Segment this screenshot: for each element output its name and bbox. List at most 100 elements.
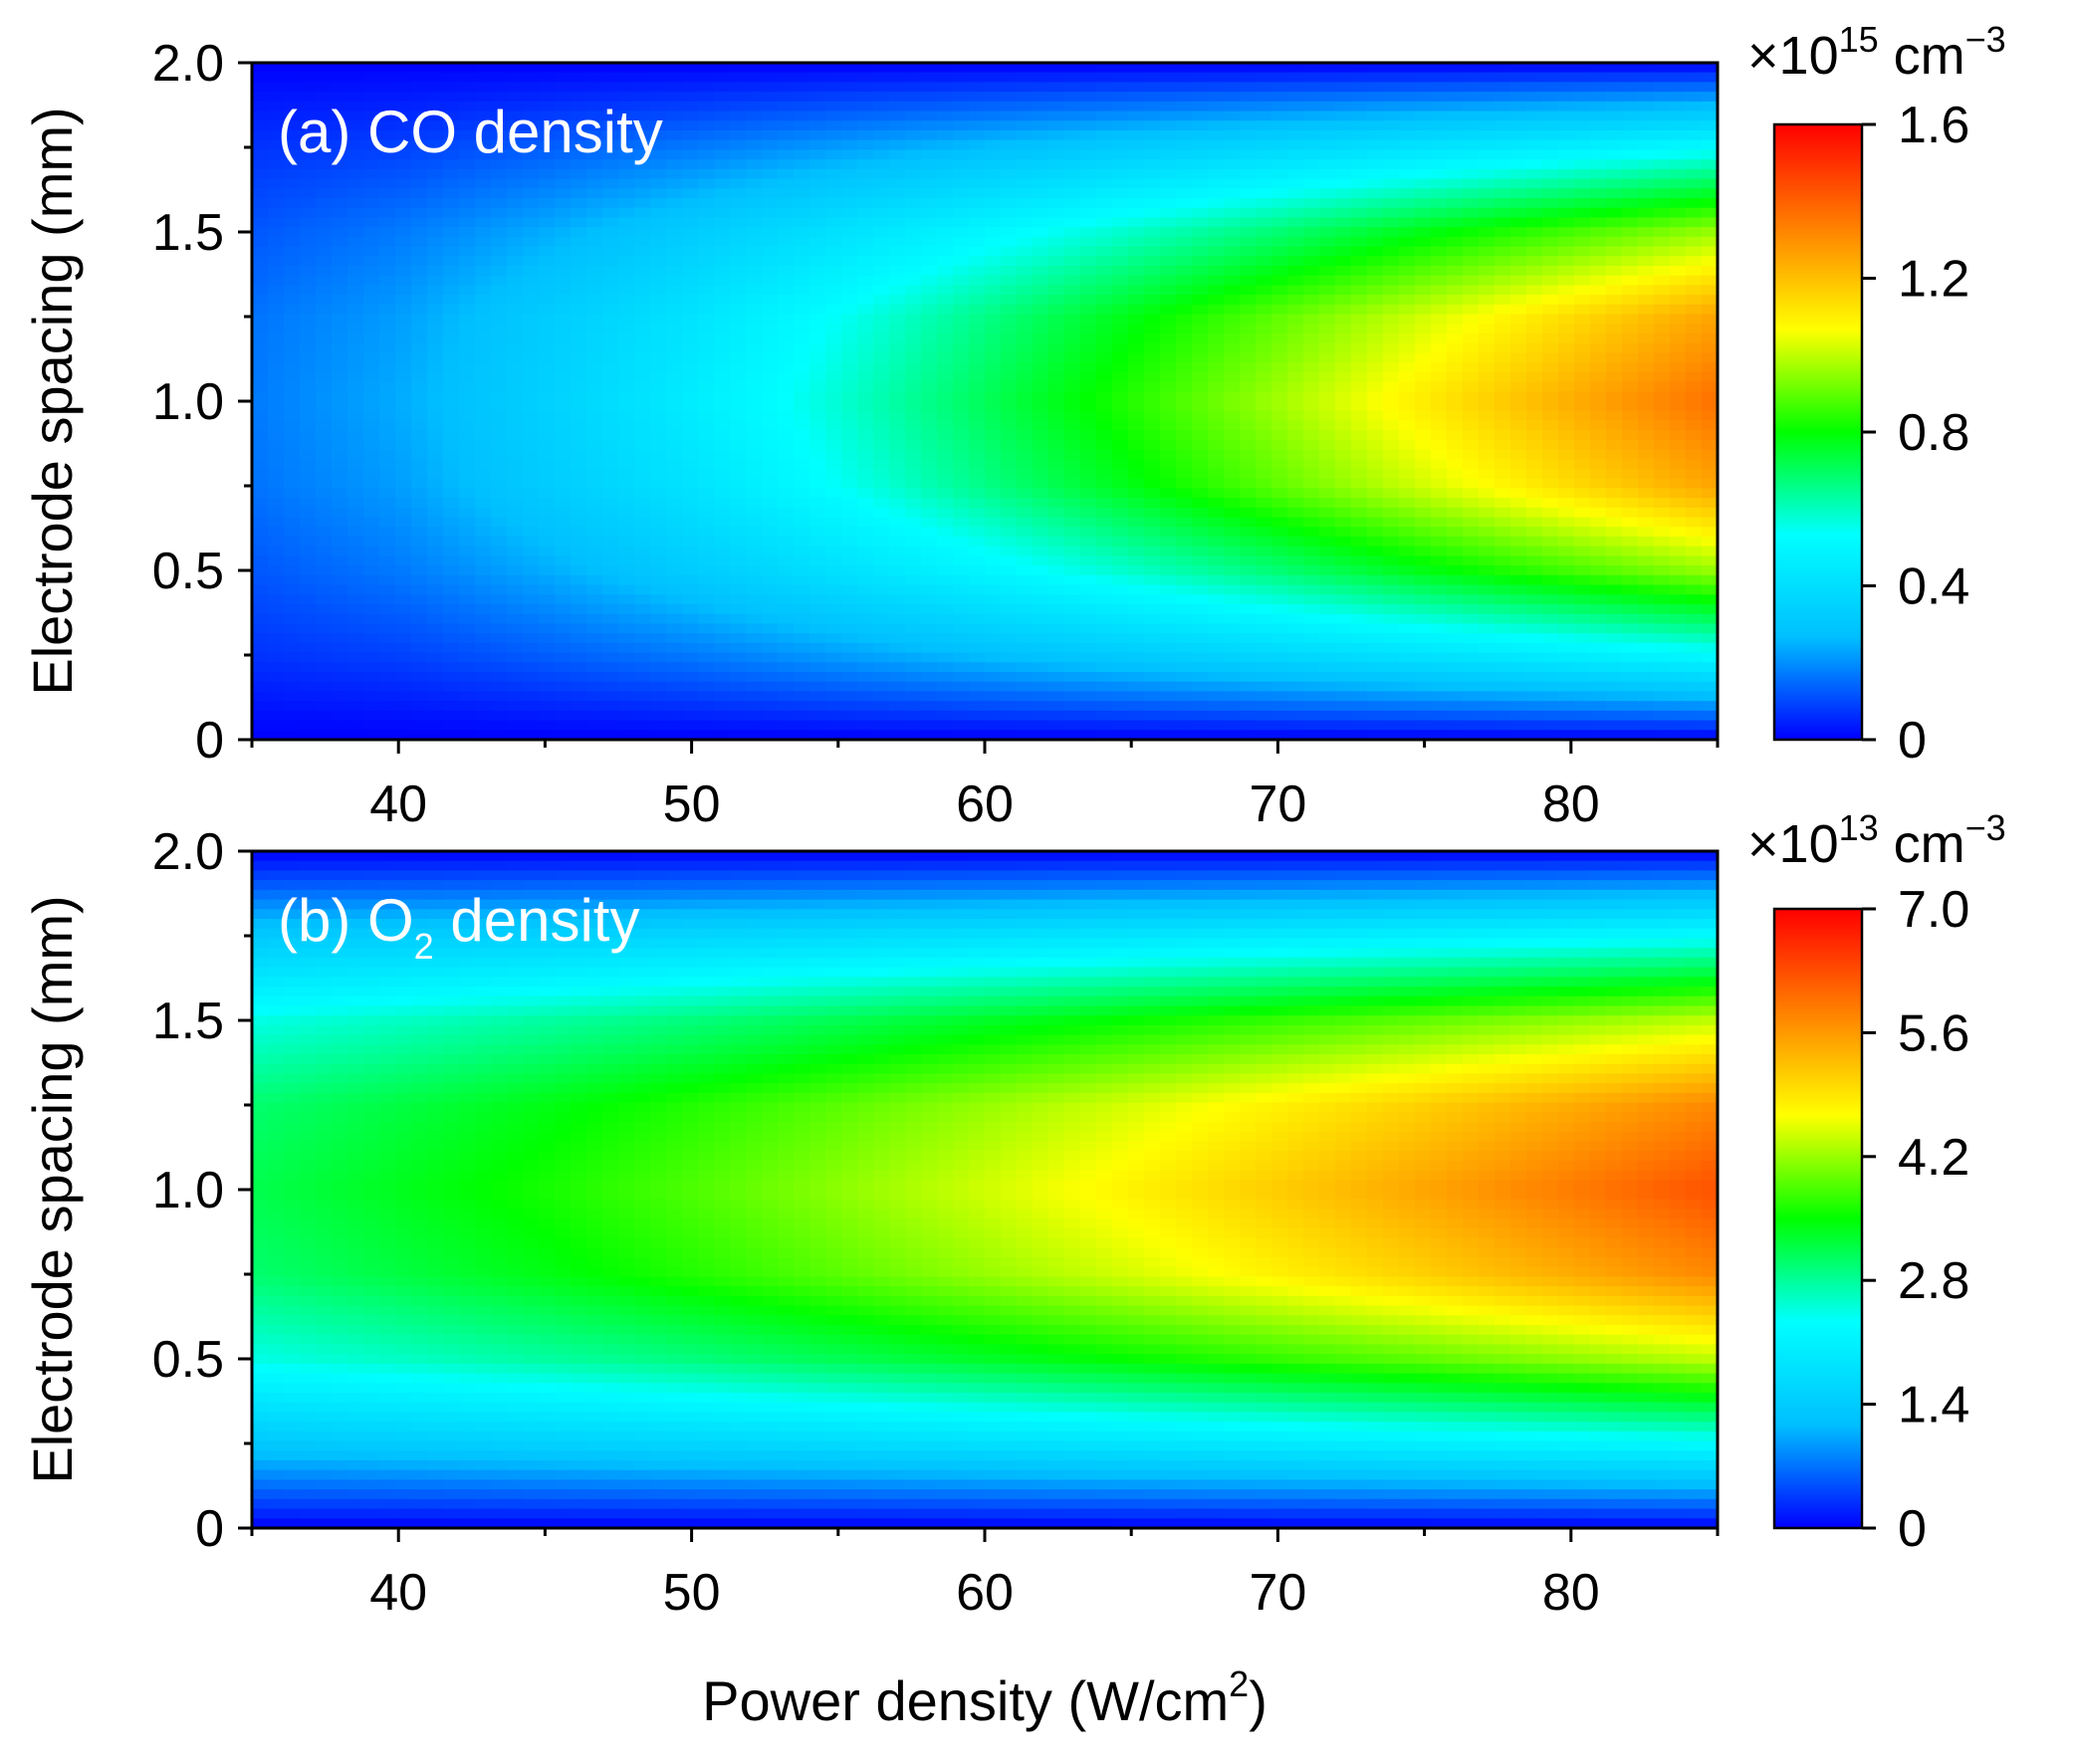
heatmap-cell xyxy=(1096,527,1113,538)
heatmap-cell xyxy=(1558,401,1575,412)
heatmap-cell xyxy=(1271,304,1288,316)
heatmap-cell xyxy=(921,198,938,209)
heatmap-cell xyxy=(539,110,556,121)
heatmap-cell xyxy=(714,149,731,160)
heatmap-cell xyxy=(1287,527,1304,538)
heatmap-cell xyxy=(1208,149,1225,160)
heatmap-cell xyxy=(539,256,556,267)
heatmap-cell xyxy=(284,304,301,316)
heatmap-cell xyxy=(379,546,396,557)
heatmap-cell xyxy=(714,275,731,287)
heatmap-cell xyxy=(937,120,954,131)
heatmap-cell xyxy=(809,285,826,296)
heatmap-cell xyxy=(1303,120,1320,131)
heatmap-cell xyxy=(1670,92,1687,103)
heatmap-cell xyxy=(1495,430,1511,441)
heatmap-cell xyxy=(1447,188,1464,199)
heatmap-cell xyxy=(778,275,795,287)
heatmap-cell xyxy=(857,246,874,257)
heatmap-cell xyxy=(1271,391,1288,402)
heatmap-cell xyxy=(937,546,954,557)
heatmap-cell xyxy=(571,478,587,490)
heatmap-cell xyxy=(1622,266,1639,277)
heatmap-cell xyxy=(1192,314,1209,325)
heatmap-cell xyxy=(523,63,540,74)
heatmap-cell xyxy=(762,256,779,267)
heatmap-cell xyxy=(985,266,1002,277)
heatmap-cell xyxy=(586,217,603,228)
heatmap-cell xyxy=(1017,304,1034,316)
heatmap-cell xyxy=(1431,488,1448,499)
heatmap-cell xyxy=(1351,120,1368,131)
heatmap-cell xyxy=(905,430,922,441)
heatmap-cell xyxy=(1192,401,1209,412)
heatmap-cell xyxy=(1463,139,1480,151)
heatmap-cell xyxy=(363,410,380,422)
heatmap-cell xyxy=(491,188,508,199)
heatmap-cell xyxy=(316,488,333,499)
heatmap-cell xyxy=(921,130,938,141)
heatmap-cell xyxy=(794,430,810,441)
heatmap-cell xyxy=(1638,178,1655,189)
heatmap-cell xyxy=(762,236,779,248)
heatmap-cell xyxy=(1542,295,1559,306)
heatmap-cell xyxy=(1526,371,1543,383)
heatmap-cell xyxy=(762,420,779,431)
heatmap-cell xyxy=(1192,410,1209,422)
heatmap-cell xyxy=(650,517,667,528)
heatmap-cell xyxy=(857,285,874,296)
heatmap-cell xyxy=(571,110,587,121)
heatmap-cell xyxy=(1542,72,1559,84)
heatmap-cell xyxy=(698,72,715,84)
heatmap-cell xyxy=(459,362,476,373)
heatmap-cell xyxy=(363,72,380,84)
heatmap-cell xyxy=(1319,178,1336,189)
heatmap-cell xyxy=(1208,159,1225,170)
heatmap-cell xyxy=(857,537,874,548)
heatmap-cell xyxy=(857,139,874,151)
heatmap-cell xyxy=(650,537,667,548)
heatmap-cell xyxy=(539,517,556,528)
heatmap-cell xyxy=(284,352,301,363)
heatmap-cell xyxy=(794,324,810,334)
heatmap-cell xyxy=(539,295,556,306)
heatmap-cell xyxy=(347,256,364,267)
heatmap-cell xyxy=(1128,63,1145,74)
heatmap-cell xyxy=(1479,266,1496,277)
heatmap-cell xyxy=(1542,507,1559,519)
heatmap-cell xyxy=(1670,565,1687,576)
heatmap-cell xyxy=(363,207,380,219)
heatmap-cell xyxy=(1510,168,1527,180)
heatmap-cell xyxy=(921,537,938,548)
heatmap-cell xyxy=(762,401,779,412)
heatmap-cell xyxy=(778,333,795,344)
heatmap-cell xyxy=(1303,420,1320,431)
heatmap-cell xyxy=(539,478,556,490)
heatmap-cell xyxy=(969,101,986,112)
heatmap-cell xyxy=(539,178,556,189)
heatmap-cell xyxy=(1702,246,1719,257)
heatmap-cell xyxy=(1064,459,1081,470)
heatmap-cell xyxy=(1208,198,1225,209)
heatmap-cell xyxy=(1479,207,1496,219)
heatmap-cell xyxy=(1080,227,1097,238)
heatmap-cell xyxy=(841,459,858,470)
heatmap-cell xyxy=(809,410,826,422)
heatmap-cell xyxy=(268,498,285,509)
heatmap-cell xyxy=(1479,555,1496,566)
heatmap-cell xyxy=(1064,207,1081,219)
heatmap-cell xyxy=(1447,381,1464,392)
heatmap-cell xyxy=(1510,498,1527,509)
heatmap-cell xyxy=(459,285,476,296)
heatmap-cell xyxy=(1208,266,1225,277)
heatmap-cell xyxy=(1128,439,1145,451)
heatmap-cell xyxy=(523,295,540,306)
heatmap-cell xyxy=(1495,391,1511,402)
heatmap-cell xyxy=(1256,178,1272,189)
heatmap-cell xyxy=(778,207,795,219)
heatmap-cell xyxy=(1415,236,1432,248)
heatmap-cell xyxy=(1463,236,1480,248)
heatmap-cell xyxy=(634,275,651,287)
heatmap-cell xyxy=(1017,256,1034,267)
heatmap-cell xyxy=(1495,168,1511,180)
